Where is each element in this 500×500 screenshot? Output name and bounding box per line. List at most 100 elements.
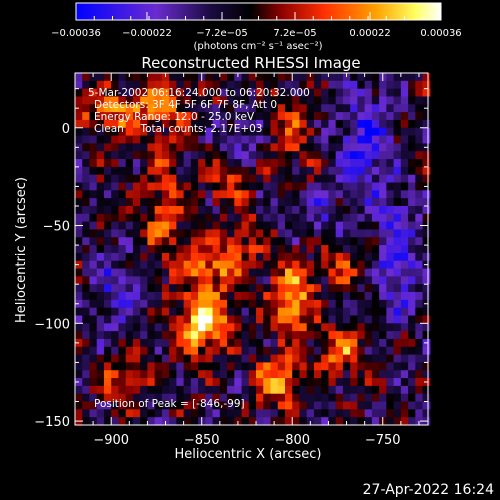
heatmap-cell (350, 174, 358, 184)
heatmap-cell (125, 88, 134, 98)
x-tick-label: −850 (184, 433, 220, 448)
heatmap-cell (313, 213, 322, 223)
heatmap-cell (292, 284, 301, 293)
heatmap-cell (400, 331, 409, 340)
heatmap-cell (248, 252, 257, 262)
heatmap-cell (350, 119, 358, 129)
heatmap-cell (183, 331, 192, 340)
heatmap-cell (371, 370, 380, 379)
heatmap-cell (227, 229, 235, 238)
heatmap-cell (140, 190, 149, 199)
heatmap-cell (212, 268, 221, 277)
heatmap-cell (321, 338, 330, 348)
heatmap-cell (422, 96, 431, 105)
heatmap-cell (270, 174, 279, 184)
heatmap-cell (328, 182, 337, 191)
heatmap-cell (350, 401, 358, 410)
heatmap-cell (357, 88, 366, 98)
heatmap-cell (313, 299, 322, 309)
heatmap-cell (96, 346, 105, 356)
heatmap-cell (118, 213, 127, 223)
heatmap-cell (140, 292, 149, 301)
heatmap-cell (241, 260, 250, 270)
heatmap-cell (205, 260, 214, 270)
heatmap-cell (256, 135, 264, 144)
heatmap-cell (96, 252, 105, 262)
heatmap-cell (82, 245, 91, 254)
heatmap-cell (140, 370, 149, 379)
heatmap-cell (292, 245, 301, 254)
heatmap-cell (176, 346, 185, 356)
heatmap-cell (103, 190, 112, 199)
heatmap-cell (400, 80, 409, 90)
heatmap-cell (400, 409, 409, 418)
heatmap-cell (263, 331, 272, 340)
heatmap-cell (299, 299, 308, 309)
heatmap-cell (313, 323, 322, 332)
heatmap-cell (132, 182, 141, 191)
heatmap-cell (335, 213, 344, 223)
heatmap-cell (292, 331, 301, 340)
heatmap-cell (277, 362, 286, 371)
heatmap-cell (169, 409, 177, 418)
heatmap-cell (219, 354, 228, 364)
heatmap-cell (169, 268, 177, 277)
heatmap-cell (415, 370, 424, 379)
heatmap-cell (82, 80, 91, 90)
heatmap-cell (393, 417, 402, 426)
heatmap-cell (415, 401, 424, 410)
heatmap-cell (183, 299, 192, 309)
heatmap-cell (241, 127, 250, 137)
heatmap-cell (400, 284, 409, 293)
heatmap-cell (75, 151, 83, 160)
heatmap-cell (227, 159, 235, 168)
heatmap-cell (183, 182, 192, 191)
colorbar-tick-label: −7.2e−05 (196, 28, 248, 39)
heatmap-cell (386, 127, 395, 137)
heatmap-cell (198, 143, 206, 152)
heatmap-cell (379, 127, 387, 137)
heatmap-cell (82, 401, 91, 410)
heatmap-cell (386, 292, 395, 301)
heatmap-cell (400, 205, 409, 215)
heatmap-cell (313, 276, 322, 285)
heatmap-cell (364, 237, 373, 246)
heatmap-cell (176, 315, 185, 324)
heatmap-cell (342, 346, 351, 356)
heatmap-cell (212, 292, 221, 301)
heatmap-cell (335, 96, 344, 105)
heatmap-cell (277, 198, 286, 207)
heatmap-cell (132, 112, 141, 121)
heatmap-cell (118, 417, 127, 426)
heatmap-cell (364, 151, 373, 160)
heatmap-cell (118, 299, 127, 309)
heatmap-cell (350, 292, 358, 301)
heatmap-cell (393, 198, 402, 207)
heatmap-cell (357, 73, 366, 82)
heatmap-cell (219, 80, 228, 90)
heatmap-cell (400, 299, 409, 309)
heatmap-cell (111, 221, 120, 231)
heatmap-cell (161, 346, 170, 356)
heatmap-cell (364, 378, 373, 387)
heatmap-cell (169, 205, 177, 215)
heatmap-cell (408, 378, 416, 387)
heatmap-cell (306, 276, 315, 285)
heatmap-cell (321, 346, 330, 356)
heatmap-cell (328, 198, 337, 207)
heatmap-cell (161, 284, 170, 293)
heatmap-cell (248, 260, 257, 270)
heatmap-cell (161, 370, 170, 379)
heatmap-cell (89, 362, 98, 371)
heatmap-cell (263, 245, 272, 254)
heatmap-cell (205, 127, 214, 137)
heatmap-cell (96, 174, 105, 184)
heatmap-cell (96, 393, 105, 403)
heatmap-cell (205, 166, 214, 176)
heatmap-cell (263, 299, 272, 309)
heatmap-cell (335, 323, 344, 332)
heatmap-cell (306, 190, 315, 199)
heatmap-cell (103, 385, 112, 395)
heatmap-cell (313, 237, 322, 246)
heatmap-cell (284, 245, 293, 254)
